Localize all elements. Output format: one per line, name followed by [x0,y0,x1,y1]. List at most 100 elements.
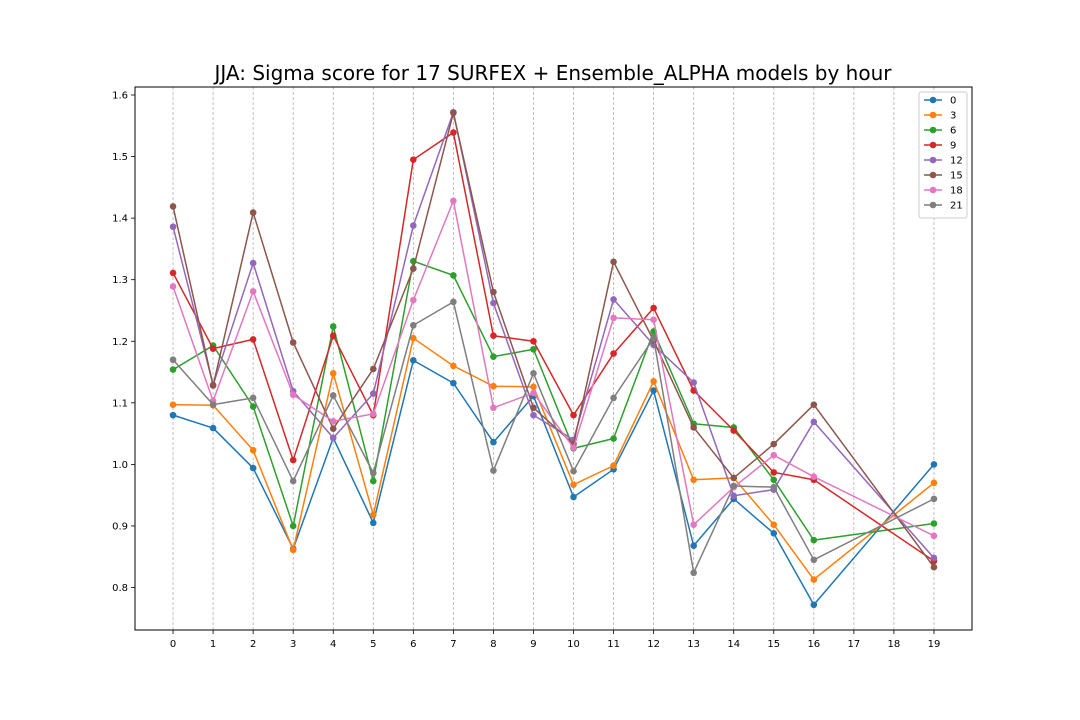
data-point [610,394,617,402]
legend-item: 15 [924,171,963,182]
data-point [530,389,537,397]
data-point [249,394,257,402]
data-point [289,339,297,346]
data-point [169,223,177,231]
data-point [410,321,417,329]
x-tick-label: 3 [290,639,296,650]
data-point [530,411,537,419]
data-point [930,563,938,571]
data-point [209,345,217,352]
x-tick-label: 5 [370,639,376,650]
x-tick-label: 15 [767,639,780,650]
data-point [450,298,457,306]
data-point [810,576,818,583]
y-tick-label: 1.2 [112,337,128,348]
data-point [329,332,337,340]
data-point [169,366,177,373]
series-line [172,200,935,537]
series-12 [169,108,938,562]
data-point [289,522,297,530]
legend-label: 6 [950,126,956,137]
data-point [490,353,497,360]
data-point [450,379,457,387]
data-point [770,476,778,484]
data-point [730,482,738,490]
data-point [369,390,377,397]
data-point [169,283,177,290]
x-tick-label: 17 [847,639,860,650]
data-point [410,222,417,229]
data-point [610,462,617,469]
data-point [810,536,818,544]
data-point [930,520,938,527]
x-tick-label: 6 [410,639,416,650]
legend: 0 3 6 9 12 15 18 21 [918,91,968,219]
data-point [690,424,697,431]
x-tick-label: 18 [888,639,901,650]
legend-label: 12 [950,156,963,167]
data-point [610,314,617,322]
legend-label: 3 [950,111,956,122]
legend-marker [929,201,937,209]
y-tick-label: 1.1 [112,398,128,409]
data-point [369,365,377,373]
plot-frame [134,86,973,631]
data-point [369,519,377,527]
data-point [450,129,457,136]
data-point [249,403,257,410]
data-point [249,209,257,216]
legend-marker [929,126,937,134]
data-point [690,521,697,529]
data-point [570,493,577,501]
legend-item: 0 [924,96,956,107]
data-point [249,288,257,295]
data-point [930,479,938,487]
data-point [329,392,337,399]
data-point [209,401,217,408]
data-point [570,467,577,475]
series-0 [169,357,938,609]
data-point [249,446,257,454]
data-point [770,521,778,529]
data-point [209,382,217,389]
legend-marker [929,96,937,104]
data-point [770,440,778,448]
data-point [450,197,457,205]
x-tick-label: 9 [530,639,536,650]
series-6 [169,257,938,544]
legend-box [918,91,968,219]
series-15 [169,109,938,571]
data-point [770,451,778,459]
data-point [810,556,818,564]
data-point [690,476,697,484]
data-point [530,345,537,353]
data-point [610,350,617,357]
x-tick-label: 16 [807,639,820,650]
data-point [730,474,738,482]
data-point [329,434,337,442]
x-tick-label: 11 [607,639,620,650]
legend-label: 15 [950,171,963,182]
data-point [249,336,257,343]
data-point [530,383,537,391]
x-tick-label: 19 [928,639,941,650]
data-point [650,377,657,385]
series-line [172,260,935,541]
chart-title: JJA: Sigma score for 17 SURFEX + Ensembl… [212,61,892,85]
legend-label: 18 [950,186,963,197]
x-tick-label: 13 [687,639,700,650]
y-tick-label: 0.8 [112,583,128,594]
data-point [930,532,938,540]
x-tick-label: 0 [170,639,176,650]
legend-item: 18 [924,186,963,197]
legend-label: 9 [950,141,956,152]
x-tick-label: 14 [727,639,740,650]
data-point [249,464,257,472]
x-tick-label: 1 [210,639,216,650]
data-point [810,401,818,408]
series-line [172,131,935,562]
data-point [530,369,537,377]
data-point [650,316,657,324]
series-21 [169,298,938,577]
